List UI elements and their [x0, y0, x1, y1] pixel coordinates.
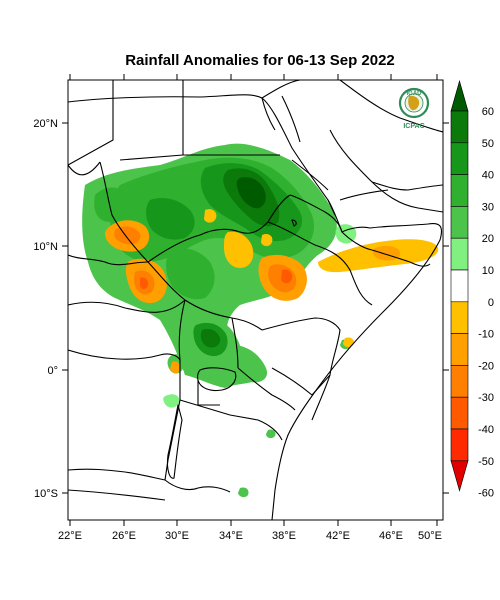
lon-label: 46°E — [379, 530, 403, 542]
colorbar-bin — [450, 142, 469, 175]
colorbar-arrow-top — [450, 79, 469, 112]
lon-label: 42°E — [326, 530, 350, 542]
colorbar-label: -50 — [478, 456, 494, 468]
colorbar-label: -10 — [478, 329, 494, 341]
lon-label: 34°E — [219, 530, 243, 542]
colorbar-bin — [450, 428, 469, 462]
lat-label: 10°S — [34, 488, 58, 500]
colorbar-bin — [450, 110, 469, 144]
colorbar-bin — [450, 333, 469, 366]
map-title: Rainfall Anomalies for 06-13 Sep 2022 — [125, 52, 395, 69]
lon-label: 26°E — [112, 530, 136, 542]
lon-label: 38°E — [272, 530, 296, 542]
lon-label: 30°E — [165, 530, 189, 542]
colorbar-bin — [450, 174, 469, 207]
colorbar-bin — [450, 237, 469, 271]
colorbar-label: 0 — [488, 297, 494, 309]
colorbar-label: -30 — [478, 392, 494, 404]
colorbar-label: 40 — [482, 170, 494, 182]
colorbar-label: -40 — [478, 424, 494, 436]
lon-labels: 22°E 26°E 30°E 34°E 38°E 42°E 46°E 50°E — [58, 530, 442, 542]
lat-label: 20°N — [33, 118, 58, 130]
colorbar-bin — [450, 301, 469, 334]
colorbar: 60 50 40 30 20 10 0 -10 -20 -30 -40 -50 -60 — [450, 79, 494, 500]
colorbar-arrow-bottom — [450, 460, 469, 492]
colorbar-label: -20 — [478, 360, 494, 372]
colorbar-label: 10 — [482, 265, 494, 277]
logo-top-text: IGAD — [407, 91, 423, 97]
colorbar-bin — [450, 365, 469, 398]
colorbar-label: 60 — [482, 106, 494, 118]
icpac-logo: IGAD ICPAC — [398, 87, 430, 130]
colorbar-bin — [450, 269, 469, 303]
lat-label: 10°N — [33, 241, 58, 253]
axis-ticks — [62, 74, 449, 526]
dry-anomaly-areas — [105, 209, 439, 374]
lon-label: 22°E — [58, 530, 82, 542]
colorbar-bin — [450, 206, 469, 239]
lat-labels: 20°N 10°N 0° 10°S — [33, 118, 58, 500]
logo-bottom-text: ICPAC — [403, 123, 424, 130]
lat-label: 0° — [47, 365, 58, 377]
colorbar-label: 30 — [482, 201, 494, 213]
colorbar-label: 50 — [482, 138, 494, 150]
lon-label: 50°E — [418, 530, 442, 542]
country-boundaries — [68, 80, 443, 520]
colorbar-label: 20 — [482, 233, 494, 245]
colorbar-bin — [450, 396, 469, 430]
colorbar-label: -60 — [478, 488, 494, 500]
